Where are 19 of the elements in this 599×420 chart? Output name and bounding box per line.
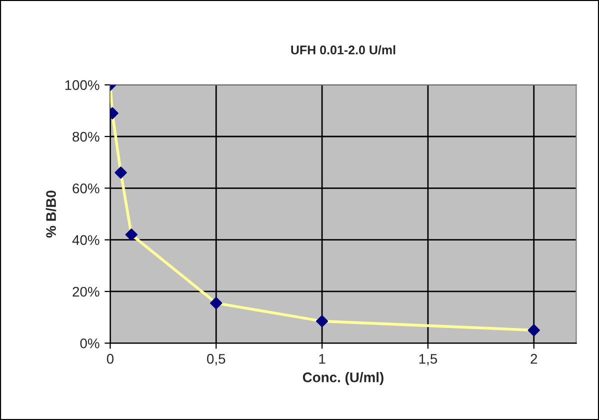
y-tick-label: 40% bbox=[72, 235, 100, 245]
x-tick-label: 0,5 bbox=[207, 354, 226, 366]
y-axis-title: % B/B0 bbox=[46, 190, 56, 238]
chart-title: UFH 0.01-2.0 U/ml bbox=[291, 45, 396, 55]
x-axis-title: Conc. (U/ml) bbox=[302, 372, 384, 386]
y-tick-label: 0% bbox=[80, 338, 100, 348]
y-tick-label: 60% bbox=[72, 183, 100, 194]
y-tick-label: 20% bbox=[72, 286, 100, 297]
point bbox=[316, 315, 328, 328]
x-tick-label: 2 bbox=[530, 354, 538, 364]
y-tick-label: 100% bbox=[65, 80, 100, 90]
x-tick-label: 1,5 bbox=[419, 354, 438, 366]
x-tick-label: 0 bbox=[106, 354, 114, 364]
point bbox=[210, 297, 222, 310]
y-tick-label: 80% bbox=[72, 132, 100, 142]
point bbox=[114, 166, 127, 179]
point bbox=[125, 228, 138, 241]
point bbox=[528, 324, 540, 336]
x-tick-label: 1 bbox=[319, 354, 326, 364]
